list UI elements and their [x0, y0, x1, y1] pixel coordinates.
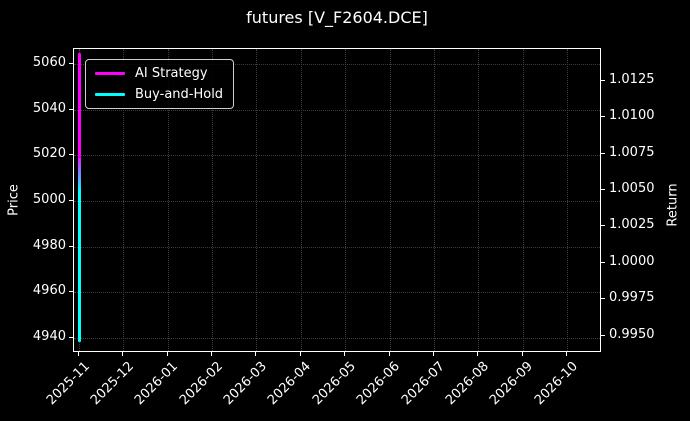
- x-tick-mark: [388, 352, 390, 356]
- gridline-vertical: [522, 49, 524, 351]
- x-tick-mark: [566, 352, 567, 356]
- legend-label: Buy-and-Hold: [135, 87, 224, 102]
- x-tick-mark: [521, 352, 523, 356]
- buy-and-hold-line-swatch: [95, 93, 125, 96]
- left-tick-mark: [69, 291, 73, 293]
- x-tick-mark: [211, 352, 213, 356]
- x-tick-mark: [299, 352, 301, 356]
- right-axis-title-text: Return: [665, 183, 681, 227]
- legend-label: AI Strategy: [135, 66, 208, 81]
- x-tick-label-text: 2026-09: [487, 359, 537, 409]
- right-tick-mark: [601, 189, 605, 191]
- gridline-vertical: [256, 49, 258, 351]
- gridline-vertical: [300, 49, 302, 351]
- gridline-horizontal: [74, 64, 600, 66]
- left-tick-mark: [69, 245, 73, 247]
- chart-title: futures [V_F2604.DCE]: [246, 8, 428, 27]
- x-tick-label-text: 2026-04: [265, 359, 315, 409]
- x-tick-label-text: 2026-07: [398, 359, 448, 409]
- left-tick-label: 5020: [32, 146, 66, 162]
- x-tick-mark: [255, 352, 257, 356]
- x-tick-label-text: 2026-05: [309, 359, 359, 409]
- x-tick-mark: [477, 352, 479, 356]
- gridline-vertical: [389, 49, 391, 351]
- right-tick-mark: [601, 116, 605, 118]
- gridline-horizontal: [74, 155, 600, 157]
- gridline-horizontal: [74, 109, 600, 111]
- right-tick-mark: [601, 225, 605, 227]
- right-tick-label: 0.9950: [609, 326, 655, 342]
- right-tick-label: 1.0075: [609, 144, 655, 160]
- x-tick-label-text: 2026-08: [442, 359, 492, 409]
- gridline-vertical: [212, 49, 214, 351]
- left-tick-mark: [69, 200, 73, 201]
- left-tick-mark: [69, 63, 73, 65]
- ai-strategy-line-swatch: [95, 72, 125, 75]
- x-tick-mark: [166, 352, 168, 356]
- x-tick-mark: [78, 352, 79, 356]
- gridline-vertical: [123, 49, 125, 351]
- right-tick-label: 1.0100: [609, 108, 655, 124]
- series-line-ai-strategy: [78, 52, 81, 192]
- right-tick-label: 1.0025: [609, 217, 655, 233]
- x-tick-mark: [432, 352, 434, 356]
- gridline-horizontal: [74, 292, 600, 294]
- x-tick-label-text: 2026-02: [176, 359, 226, 409]
- right-tick-label: 1.0050: [609, 181, 655, 197]
- left-tick-label: 5060: [32, 55, 66, 71]
- x-tick-label-text: 2025-12: [87, 359, 137, 409]
- x-tick-label-text: 2026-10: [531, 359, 581, 409]
- left-tick-label: 5040: [32, 100, 66, 116]
- right-tick-label: 0.9975: [609, 290, 655, 306]
- gridline-vertical: [167, 49, 169, 351]
- left-tick-label: 5000: [32, 192, 66, 207]
- gridline-horizontal: [74, 337, 600, 339]
- gridline-vertical: [345, 49, 347, 351]
- left-tick-label: 4960: [32, 283, 66, 299]
- x-tick-mark: [344, 352, 346, 356]
- x-tick-label-text: 2025-11: [43, 359, 93, 409]
- legend: AI Strategy Buy-and-Hold: [85, 59, 235, 109]
- series-line-buy-and-hold: [78, 157, 81, 343]
- left-tick-label: 4940: [32, 328, 66, 344]
- gridline-vertical: [478, 49, 480, 351]
- x-tick-mark: [122, 352, 124, 356]
- right-tick-mark: [601, 298, 605, 300]
- left-tick-mark: [69, 336, 73, 338]
- left-tick-mark: [69, 154, 73, 156]
- legend-item-buy-and-hold: Buy-and-Hold: [95, 87, 223, 102]
- right-tick-mark: [601, 334, 605, 336]
- left-tick-mark: [69, 108, 73, 110]
- x-tick-label-text: 2026-03: [221, 359, 271, 409]
- gridline-vertical: [567, 49, 568, 351]
- left-tick-label: 4980: [32, 237, 66, 253]
- plot-area: AI Strategy Buy-and-Hold: [73, 48, 601, 352]
- gridline-horizontal: [74, 201, 600, 202]
- gridline-horizontal: [74, 246, 600, 248]
- right-tick-mark: [601, 261, 605, 263]
- legend-item-ai-strategy: AI Strategy: [95, 66, 223, 81]
- right-tick-label: 1.0125: [609, 72, 655, 87]
- right-tick-mark: [601, 152, 605, 154]
- x-tick-label-text: 2026-06: [354, 359, 404, 409]
- gridline-vertical: [433, 49, 435, 351]
- right-tick-label: 1.0000: [609, 253, 655, 269]
- x-tick-label-text: 2026-01: [132, 359, 182, 409]
- right-tick-mark: [601, 80, 605, 81]
